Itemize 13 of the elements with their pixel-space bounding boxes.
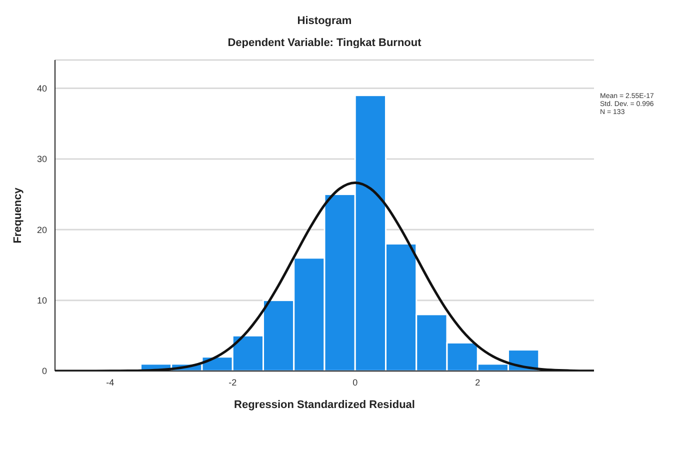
y-tick-label: 30: [36, 154, 47, 164]
chart-subtitle: Dependent Variable: Tingkat Burnout: [228, 37, 422, 49]
x-axis-title: Regression Standardized Residual: [234, 399, 415, 411]
y-axis-title: Frequency: [12, 186, 24, 244]
x-tick-label: 0: [352, 377, 358, 388]
y-tick-label: 0: [42, 366, 47, 376]
y-tick-label: 40: [36, 83, 47, 94]
x-tick-label: 2: [475, 377, 480, 388]
y-tick-label: 20: [36, 224, 47, 235]
x-tick-label: -2: [228, 377, 237, 388]
x-tick-label: -4: [106, 377, 114, 388]
chart-title: Histogram: [297, 15, 352, 27]
y-tick-label: 10: [36, 296, 47, 306]
